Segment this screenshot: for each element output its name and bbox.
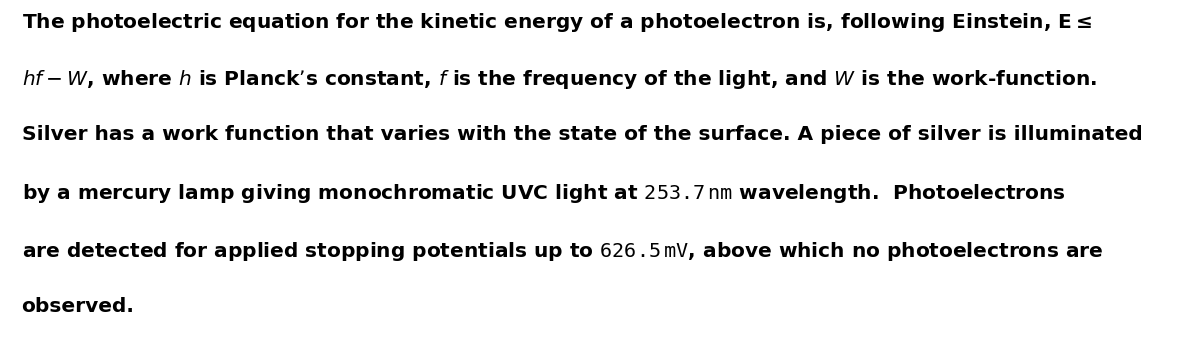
Text: $\mathit{hf} - \mathit{W}$, where $\mathit{h}$ is Planck’s constant, $\mathit{f}: $\mathit{hf} - \mathit{W}$, where $\math…	[22, 68, 1097, 91]
Text: by a mercury lamp giving monochromatic UVC light at $\mathtt{253.7}\,\mathtt{nm}: by a mercury lamp giving monochromatic U…	[22, 182, 1066, 206]
Text: The photoelectric equation for the kinetic energy of a photoelectron is, followi: The photoelectric equation for the kinet…	[22, 11, 1092, 34]
Text: Silver has a work function that varies with the state of the surface. A piece of: Silver has a work function that varies w…	[22, 125, 1142, 144]
Text: observed.: observed.	[22, 297, 134, 316]
Text: are detected for applied stopping potentials up to $\mathtt{626.5}\,\mathtt{mV}$: are detected for applied stopping potent…	[22, 240, 1103, 263]
